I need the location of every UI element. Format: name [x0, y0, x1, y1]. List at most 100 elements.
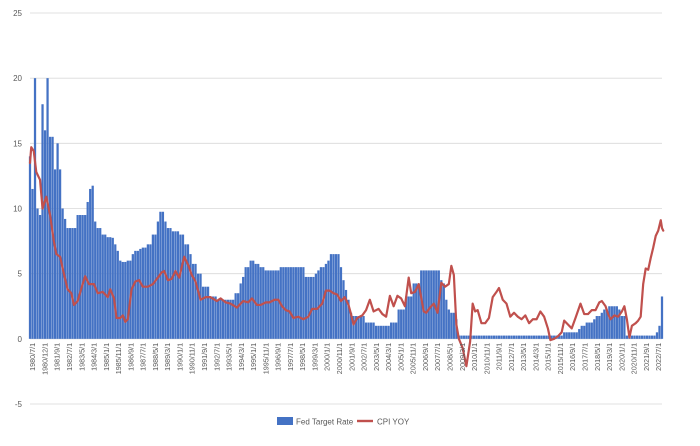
fed-target-rate-bar: [382, 325, 385, 339]
fed-target-rate-bar: [450, 312, 453, 339]
fed-target-rate-bar: [53, 169, 57, 339]
fed-target-rate-bar: [214, 296, 217, 339]
fed-target-rate-bar: [227, 299, 230, 339]
fed-target-rate-bar: [608, 306, 611, 339]
fed-target-rate-bar: [395, 322, 398, 339]
y-tick-label: 20: [13, 74, 22, 83]
fed-target-rate-bar: [38, 215, 42, 339]
fed-target-rate-bar: [445, 299, 448, 339]
x-tick-label: 1987/7/1: [139, 343, 148, 371]
fed-target-rate-bar: [31, 188, 34, 339]
fed-target-rate-bar: [109, 237, 112, 339]
fed-target-rate-bar: [191, 263, 195, 339]
x-tick-label: 2004/3/1: [384, 343, 393, 371]
fed-target-rate-bar: [558, 335, 561, 339]
fed-target-rate-bar: [206, 286, 210, 339]
fed-target-rate-bar: [277, 270, 280, 339]
fed-target-rate-bar: [648, 335, 651, 339]
x-tick-label: 2010/11/1: [482, 343, 491, 374]
y-tick-label: 25: [13, 9, 22, 18]
fed-target-rate-bar: [595, 316, 598, 339]
fed-target-rate-bar: [76, 215, 79, 339]
fed-target-rate-bar: [36, 208, 39, 339]
fed-target-rate-bar: [176, 231, 180, 339]
fed-target-rate-bar: [349, 312, 353, 339]
fed-target-rate-bar: [124, 261, 127, 339]
fed-target-rate-bar: [527, 335, 531, 339]
fed-target-rate-bar: [425, 270, 428, 339]
x-tick-label: 1986/9/1: [126, 343, 135, 371]
fed-target-rate-bar: [48, 136, 52, 339]
fed-target-rate-bar: [618, 309, 621, 339]
fed-target-rate-bar: [590, 322, 593, 339]
fed-target-rate-bar: [342, 280, 345, 339]
fed-target-rate-bar: [171, 231, 175, 339]
fed-target-rate-bar: [309, 276, 313, 339]
x-tick-label: 1988/5/1: [151, 343, 160, 371]
fed-target-rate-bar: [658, 325, 661, 339]
fed-target-rate-bar: [625, 335, 629, 339]
fed-target-rate-bar: [435, 270, 438, 339]
fed-target-rate-bar: [640, 335, 644, 339]
fed-target-rate-bar: [181, 234, 185, 339]
fed-target-rate-bar: [525, 335, 528, 339]
fed-target-rate-bar: [420, 270, 423, 339]
fed-target-rate-bar: [545, 335, 548, 339]
fed-target-rate-bar: [61, 208, 64, 339]
x-tick-label: 1982/7/1: [65, 343, 74, 371]
fed-target-rate-bar: [385, 325, 388, 339]
fed-target-rate-bar: [141, 247, 144, 339]
cpi-yoy-line: [28, 146, 665, 368]
fed-target-rate-bar: [532, 335, 536, 339]
fed-target-rate-bar: [405, 296, 408, 339]
fed-target-rate-bar: [480, 335, 483, 339]
fed-target-rate-bar: [452, 312, 455, 339]
fed-target-rate-bar: [427, 270, 430, 339]
fed-target-rate-bar: [472, 335, 476, 339]
fed-target-rate-bar: [164, 221, 167, 339]
fed-target-rate-bar: [402, 309, 405, 339]
fed-target-rate-bar: [520, 335, 523, 339]
fed-target-rate-bar: [653, 335, 656, 339]
x-tick-label: 2013/5/1: [519, 343, 528, 371]
fed-target-rate-bar: [329, 254, 333, 339]
fed-target-rate-bar: [111, 237, 114, 339]
fed-target-rate-bar: [282, 267, 285, 339]
fed-target-rate-bar: [272, 270, 275, 339]
fed-target-rate-bar: [28, 156, 32, 339]
fed-target-rate-bar: [492, 335, 496, 339]
y-tick-label: 0: [18, 335, 23, 344]
x-tick-label: 2009/3/1: [458, 343, 467, 371]
fed-target-rate-bar: [224, 299, 227, 339]
fed-target-rate-bar: [219, 299, 222, 339]
fed-target-rate-bar: [211, 296, 215, 339]
fed-target-rate-bar: [339, 267, 343, 339]
fed-target-rate-bar: [535, 335, 538, 339]
fed-target-rate-bar: [588, 322, 591, 339]
fed-target-rate-bar: [623, 316, 626, 339]
fed-target-rate-bar: [377, 325, 380, 339]
fed-target-rate-bar: [71, 228, 74, 339]
fed-target-rate-bar: [43, 130, 47, 339]
fed-target-rate-bar: [94, 221, 97, 339]
fed-target-rate-bar: [99, 228, 102, 339]
fed-target-rate-bar: [89, 188, 92, 339]
fed-target-rate-bar: [91, 185, 94, 339]
fed-target-rate-bar: [274, 270, 277, 339]
fed-target-rate-bar: [114, 244, 117, 339]
x-tick-label: 2019/3/1: [605, 343, 614, 371]
x-tick-label: 2015/11/1: [556, 343, 565, 374]
fed-target-rate-bar: [620, 316, 623, 339]
fed-target-rate-bar: [344, 289, 348, 339]
fed-target-rate-bar: [633, 335, 636, 339]
fed-target-rate-bar: [613, 306, 616, 339]
fed-target-rate-bar: [485, 335, 488, 339]
fed-target-rate-bar: [379, 325, 383, 339]
fed-target-rate-bar: [565, 332, 568, 339]
fed-target-rate-bar: [422, 270, 425, 339]
fed-target-rate-bar: [151, 234, 155, 339]
fed-target-rate-bar: [372, 322, 375, 339]
fed-target-rate-bar: [540, 335, 543, 339]
fed-target-rate-bar: [106, 237, 109, 339]
fed-target-rate-bar: [237, 293, 240, 339]
